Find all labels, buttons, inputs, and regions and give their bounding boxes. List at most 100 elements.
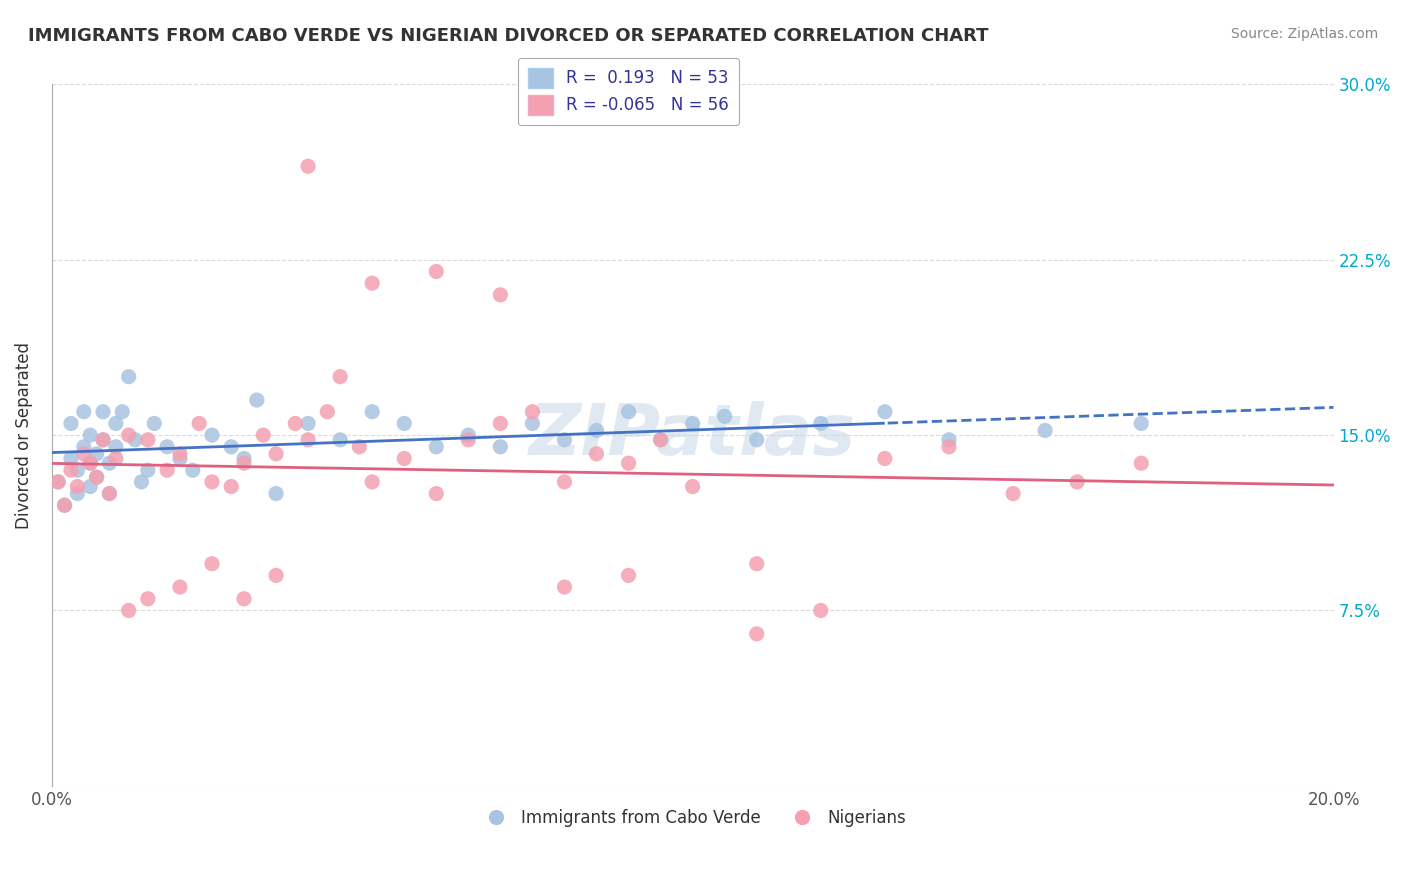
Point bbox=[522, 417, 544, 431]
Point bbox=[1130, 456, 1153, 470]
Point bbox=[169, 447, 191, 461]
Point bbox=[46, 475, 69, 489]
Point bbox=[1033, 424, 1056, 438]
Point bbox=[361, 276, 384, 290]
Point bbox=[86, 447, 108, 461]
Point bbox=[617, 456, 640, 470]
Point bbox=[1066, 475, 1088, 489]
Point bbox=[118, 428, 141, 442]
Point bbox=[59, 451, 82, 466]
Point bbox=[156, 463, 179, 477]
Point bbox=[86, 470, 108, 484]
Point bbox=[79, 456, 101, 470]
Point bbox=[457, 428, 479, 442]
Text: Source: ZipAtlas.com: Source: ZipAtlas.com bbox=[1230, 27, 1378, 41]
Point bbox=[264, 447, 287, 461]
Point bbox=[188, 417, 211, 431]
Point bbox=[264, 568, 287, 582]
Point bbox=[124, 433, 146, 447]
Point bbox=[553, 475, 575, 489]
Point bbox=[136, 463, 159, 477]
Point bbox=[98, 486, 121, 500]
Point bbox=[201, 475, 224, 489]
Point bbox=[246, 392, 269, 407]
Point bbox=[252, 428, 274, 442]
Point bbox=[66, 463, 89, 477]
Point bbox=[201, 557, 224, 571]
Point bbox=[111, 405, 134, 419]
Point bbox=[264, 486, 287, 500]
Point bbox=[938, 440, 960, 454]
Point bbox=[297, 417, 319, 431]
Point bbox=[489, 288, 512, 302]
Point bbox=[553, 433, 575, 447]
Point bbox=[73, 440, 96, 454]
Point bbox=[522, 405, 544, 419]
Point bbox=[810, 417, 832, 431]
Point bbox=[91, 433, 114, 447]
Point bbox=[316, 405, 339, 419]
Point bbox=[66, 486, 89, 500]
Point bbox=[233, 456, 256, 470]
Point bbox=[73, 405, 96, 419]
Point bbox=[297, 159, 319, 173]
Point bbox=[59, 463, 82, 477]
Point bbox=[219, 479, 242, 493]
Point bbox=[938, 433, 960, 447]
Point bbox=[489, 417, 512, 431]
Point bbox=[297, 433, 319, 447]
Point bbox=[73, 447, 96, 461]
Point bbox=[617, 568, 640, 582]
Point bbox=[1130, 417, 1153, 431]
Point bbox=[284, 417, 307, 431]
Point bbox=[181, 463, 204, 477]
Point bbox=[873, 451, 896, 466]
Point bbox=[553, 580, 575, 594]
Point bbox=[682, 479, 704, 493]
Point bbox=[104, 451, 127, 466]
Point bbox=[713, 409, 735, 424]
Point bbox=[394, 451, 416, 466]
Point bbox=[98, 456, 121, 470]
Point bbox=[219, 440, 242, 454]
Point bbox=[98, 486, 121, 500]
Point bbox=[745, 627, 768, 641]
Point bbox=[91, 405, 114, 419]
Text: IMMIGRANTS FROM CABO VERDE VS NIGERIAN DIVORCED OR SEPARATED CORRELATION CHART: IMMIGRANTS FROM CABO VERDE VS NIGERIAN D… bbox=[28, 27, 988, 45]
Point bbox=[617, 405, 640, 419]
Point bbox=[650, 433, 672, 447]
Point bbox=[46, 475, 69, 489]
Point bbox=[91, 433, 114, 447]
Point bbox=[394, 417, 416, 431]
Point bbox=[53, 498, 76, 512]
Legend: Immigrants from Cabo Verde, Nigerians: Immigrants from Cabo Verde, Nigerians bbox=[472, 802, 912, 833]
Point bbox=[425, 440, 447, 454]
Point bbox=[745, 433, 768, 447]
Point bbox=[169, 580, 191, 594]
Point bbox=[79, 479, 101, 493]
Point bbox=[104, 417, 127, 431]
Point bbox=[86, 470, 108, 484]
Point bbox=[585, 447, 607, 461]
Point bbox=[361, 475, 384, 489]
Point bbox=[104, 440, 127, 454]
Point bbox=[118, 603, 141, 617]
Point bbox=[745, 557, 768, 571]
Point bbox=[682, 417, 704, 431]
Point bbox=[457, 433, 479, 447]
Point bbox=[810, 603, 832, 617]
Point bbox=[425, 264, 447, 278]
Point bbox=[425, 486, 447, 500]
Point bbox=[66, 479, 89, 493]
Point bbox=[156, 440, 179, 454]
Point bbox=[143, 417, 166, 431]
Point bbox=[1002, 486, 1025, 500]
Point bbox=[650, 433, 672, 447]
Y-axis label: Divorced or Separated: Divorced or Separated bbox=[15, 342, 32, 529]
Point bbox=[329, 369, 352, 384]
Point bbox=[585, 424, 607, 438]
Point bbox=[136, 433, 159, 447]
Point bbox=[489, 440, 512, 454]
Point bbox=[873, 405, 896, 419]
Point bbox=[131, 475, 153, 489]
